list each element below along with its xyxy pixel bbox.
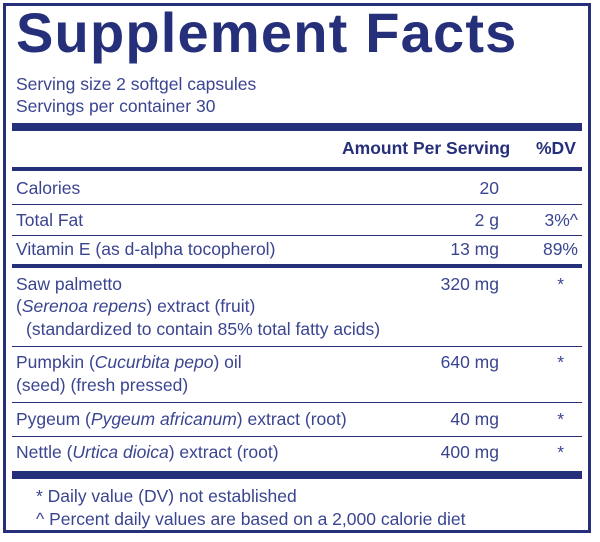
ingredient-saw-palmetto-standardization: (standardized to contain 85% total fatty… bbox=[26, 319, 381, 339]
ingredient-dv-pumpkin: * bbox=[557, 352, 564, 372]
dv-header: %DV bbox=[536, 138, 576, 158]
ingredient-saw-palmetto-latin: (Serenoa repens) extract (fruit) bbox=[16, 296, 256, 316]
row-dv-total-fat: 3%^ bbox=[544, 210, 578, 230]
ingredient-dv-pygeum: * bbox=[557, 409, 564, 429]
row-amount-calories: 20 bbox=[479, 178, 499, 198]
servings-per-container: Servings per container 30 bbox=[16, 96, 216, 116]
section-rule bbox=[12, 264, 582, 268]
row-name-vitamin-e: Vitamin E (as d-alpha tocopherol) bbox=[16, 239, 276, 259]
row-amount-total-fat: 2 g bbox=[474, 210, 499, 230]
top-rule bbox=[12, 123, 582, 131]
footnote-percent-daily-values: ^ Percent daily values are based on a 2,… bbox=[36, 509, 466, 529]
panel-title: Supplement Facts bbox=[16, 1, 518, 64]
ingredient-nettle: Nettle (Urtica dioica) extract (root) bbox=[16, 442, 279, 462]
ingredient-amount-nettle: 400 mg bbox=[440, 442, 499, 462]
ingredient-dv-nettle: * bbox=[557, 442, 564, 462]
header-rule bbox=[12, 167, 582, 171]
row-divider bbox=[12, 235, 582, 236]
row-divider bbox=[12, 204, 582, 205]
ingredient-amount-pumpkin: 640 mg bbox=[440, 352, 499, 372]
row-name-total-fat: Total Fat bbox=[16, 210, 84, 230]
amount-per-serving-header: Amount Per Serving bbox=[342, 138, 511, 158]
ingredient-pumpkin-source: (seed) (fresh pressed) bbox=[16, 375, 189, 395]
bottom-rule bbox=[12, 471, 582, 479]
row-divider bbox=[12, 346, 582, 347]
ingredient-dv-saw-palmetto: * bbox=[557, 274, 564, 294]
ingredient-pumpkin: Pumpkin (Cucurbita pepo) oil bbox=[16, 352, 242, 372]
row-divider bbox=[12, 402, 582, 403]
row-amount-vitamin-e: 13 mg bbox=[450, 239, 499, 259]
serving-size: Serving size 2 softgel capsules bbox=[16, 74, 257, 94]
ingredient-saw-palmetto: Saw palmetto bbox=[16, 274, 123, 294]
ingredient-amount-saw-palmetto: 320 mg bbox=[440, 274, 499, 294]
ingredient-pygeum: Pygeum (Pygeum africanum) extract (root) bbox=[16, 409, 347, 429]
supplement-facts-panel: Supplement Facts Serving size 2 softgel … bbox=[3, 1, 591, 533]
footnote-dv-not-established: * Daily value (DV) not established bbox=[36, 486, 297, 506]
row-name-calories: Calories bbox=[16, 178, 81, 198]
row-dv-vitamin-e: 89% bbox=[542, 239, 578, 259]
ingredient-amount-pygeum: 40 mg bbox=[450, 409, 499, 429]
row-divider bbox=[12, 436, 582, 437]
